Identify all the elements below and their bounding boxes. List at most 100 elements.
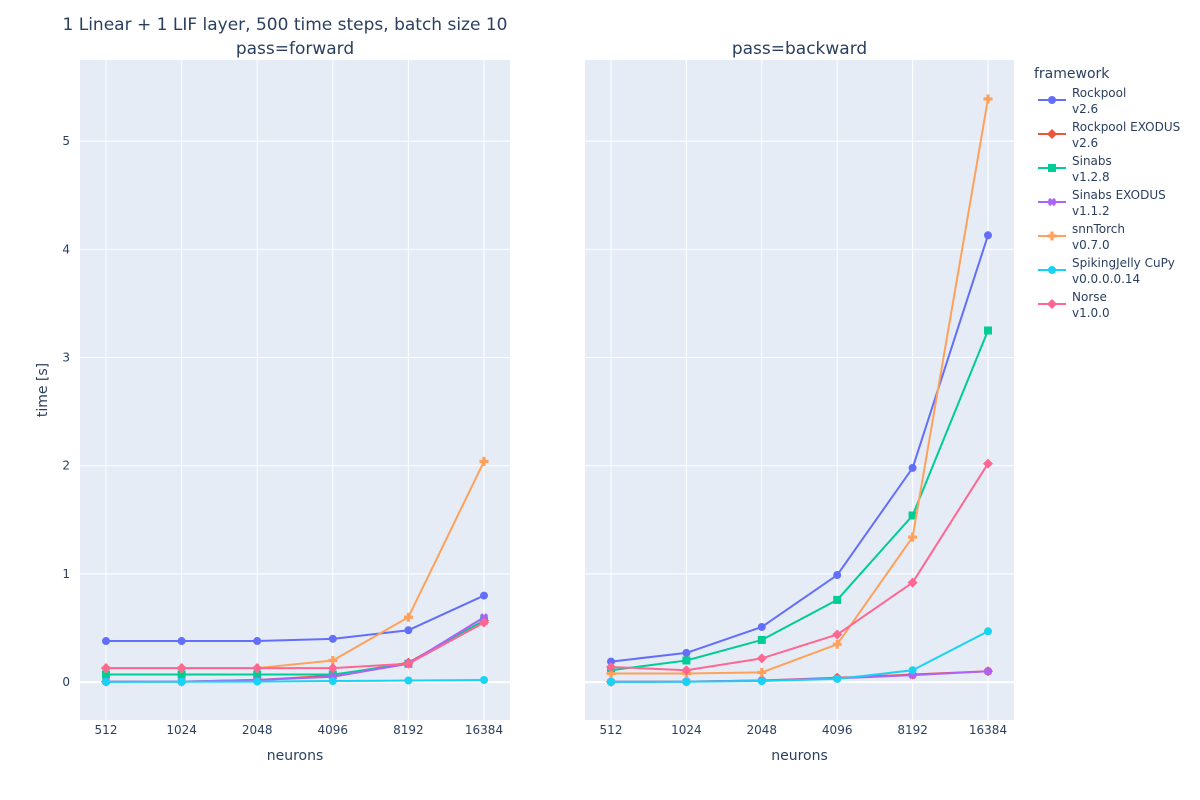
x-tick-label: 4096 — [318, 723, 349, 737]
data-point — [757, 635, 766, 644]
data-point — [252, 663, 263, 674]
data-point — [907, 577, 918, 588]
data-point — [833, 571, 842, 580]
legend-label: Sinabs — [1072, 154, 1112, 168]
series-spikingjelly-cupy — [607, 627, 992, 686]
data-point — [403, 658, 414, 669]
data-point — [682, 677, 691, 686]
series-line — [610, 630, 989, 683]
data-point — [253, 677, 262, 686]
legend-label: Rockpool — [1072, 86, 1126, 100]
data-point — [177, 677, 186, 686]
x-tick-label: 1024 — [671, 723, 702, 737]
data-point — [682, 648, 691, 657]
data-point — [757, 677, 766, 686]
data-point — [328, 655, 338, 665]
y-tick-label: 2 — [62, 459, 70, 473]
legend-label: Sinabs EXODUS — [1072, 188, 1166, 202]
legend-marker — [1048, 164, 1056, 172]
data-point — [177, 637, 186, 646]
series-line — [611, 98, 989, 675]
legend-label: SpikingJelly CuPy — [1072, 256, 1175, 270]
legend-item[interactable]: Sinabs EXODUS v1.1.2 — [1038, 188, 1166, 218]
x-tick-label: 16384 — [969, 723, 1007, 737]
legend-version: v0.0.0.0.14 — [1072, 272, 1140, 286]
data-point — [606, 668, 616, 678]
legend-label: Norse — [1072, 290, 1107, 304]
data-point — [328, 677, 337, 686]
legend-marker — [1047, 299, 1057, 309]
data-point — [328, 634, 337, 643]
legend-item[interactable]: snnTorch v0.7.0 — [1038, 222, 1125, 252]
legend-label: Rockpool EXODUS — [1072, 120, 1180, 134]
data-point — [102, 677, 110, 686]
plot-area — [585, 60, 1014, 720]
series-norse — [606, 458, 993, 676]
panel-1: 0 1 2 3 4 5 512 1024 2048 4096 8192 16384 neurons tim… — [35, 39, 510, 764]
series-line — [610, 463, 989, 672]
data-point — [404, 626, 413, 635]
data-point — [757, 622, 766, 631]
data-point — [327, 663, 338, 674]
y-axis-title: time [s] — [35, 363, 51, 417]
data-point — [908, 463, 917, 472]
legend[interactable]: framework Rockpool v2.6 Rockpool EXODUS v2.6… — [1034, 66, 1180, 320]
legend-version: v1.2.8 — [1072, 170, 1110, 184]
plot-area — [80, 60, 510, 720]
data-point — [479, 617, 489, 628]
data-point — [983, 458, 993, 469]
y-tick-label: 0 — [62, 675, 70, 689]
data-point — [177, 670, 186, 679]
series-line — [106, 594, 485, 643]
y-tick-label: 1 — [62, 567, 70, 581]
series-line — [105, 678, 485, 683]
data-point — [480, 675, 488, 684]
data-point — [404, 676, 413, 685]
data-point — [606, 661, 616, 672]
chart-title: 1 Linear + 1 LIF layer, 500 time steps, … — [63, 15, 508, 35]
data-point — [983, 94, 993, 104]
series-spikingjelly-cupy — [102, 675, 488, 686]
data-point — [253, 670, 262, 679]
x-tick-label: 8192 — [897, 723, 928, 737]
x-tick-label: 4096 — [822, 723, 853, 737]
legend-item[interactable]: Norse v1.0.0 — [1038, 290, 1110, 320]
legend-item[interactable]: Sinabs v1.2.8 — [1038, 154, 1112, 184]
data-point — [984, 326, 992, 335]
series-rockpool — [102, 591, 488, 646]
data-point — [176, 663, 187, 674]
subplot-title: pass=forward — [236, 39, 354, 59]
x-axis-title: neurons — [771, 748, 828, 764]
legend-marker — [1047, 129, 1057, 139]
data-point — [908, 511, 917, 520]
legend-item[interactable]: SpikingJelly CuPy v0.0.0.0.14 — [1038, 256, 1175, 286]
data-point — [682, 656, 691, 665]
x-tick-label: 8192 — [393, 723, 424, 737]
legend-label: snnTorch — [1072, 222, 1125, 236]
legend-item[interactable]: Rockpool EXODUS v2.6 — [1038, 120, 1180, 150]
y-tick-label: 4 — [62, 242, 70, 256]
legend-version: v0.7.0 — [1072, 238, 1110, 252]
data-point — [102, 637, 110, 646]
data-point — [403, 612, 413, 622]
legend-item[interactable]: Rockpool v2.6 — [1038, 86, 1126, 116]
data-point — [253, 637, 262, 646]
data-point — [681, 665, 692, 676]
data-point — [832, 639, 842, 649]
legend-marker — [1047, 197, 1057, 207]
x-tick-label: 512 — [95, 723, 118, 737]
series-line — [610, 330, 989, 672]
series-line — [610, 234, 989, 663]
legend-marker — [1048, 266, 1056, 274]
legend-version: v1.1.2 — [1072, 204, 1110, 218]
y-tick-label: 3 — [62, 351, 70, 365]
legend-marker — [1048, 96, 1056, 104]
data-point — [102, 670, 110, 679]
x-tick-label: 2048 — [242, 723, 273, 737]
data-point — [833, 595, 842, 604]
data-point — [908, 532, 918, 542]
legend-version: v2.6 — [1072, 136, 1098, 150]
subplot-title: pass=backward — [732, 39, 867, 59]
data-point — [607, 657, 615, 666]
